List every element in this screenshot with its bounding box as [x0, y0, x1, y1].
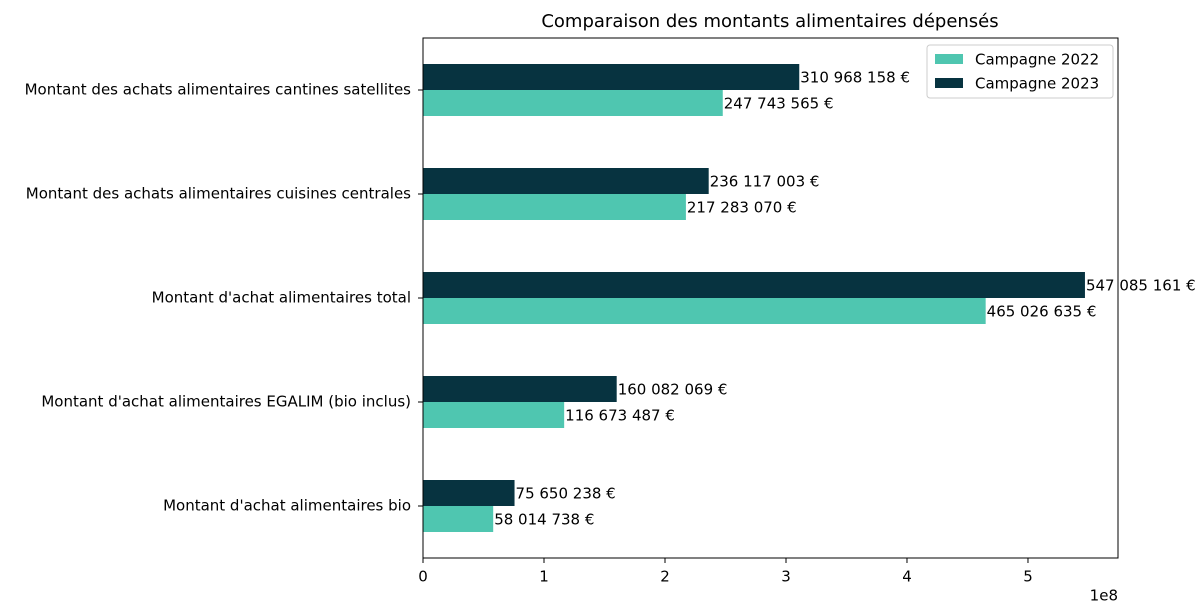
- x-tick-label: 0: [418, 568, 428, 586]
- x-tick-label: 4: [902, 568, 912, 586]
- legend-label: Campagne 2022: [975, 51, 1099, 69]
- y-tick-label: Montant d'achat alimentaires EGALIM (bio…: [41, 393, 411, 411]
- legend-box: [926, 44, 1114, 99]
- legend-label: Campagne 2023: [975, 75, 1099, 93]
- x-tick-label: 3: [781, 568, 791, 586]
- x-tick-label: 5: [1023, 568, 1033, 586]
- x-offset-label: 1e8: [1090, 587, 1118, 604]
- value-label: 236 117 003 €: [710, 173, 820, 191]
- legend-swatch: [935, 54, 963, 64]
- value-label: 160 082 069 €: [618, 381, 728, 399]
- value-label: 58 014 738 €: [494, 511, 594, 529]
- bar: [423, 376, 617, 402]
- x-tick-label: 1: [539, 568, 549, 586]
- value-label: 247 743 565 €: [724, 95, 834, 113]
- value-label: 75 650 238 €: [516, 485, 616, 503]
- legend-swatch: [935, 78, 963, 88]
- bar: [423, 298, 986, 324]
- value-label: 217 283 070 €: [687, 199, 797, 217]
- x-tick-label: 2: [660, 568, 670, 586]
- y-tick-label: Montant d'achat alimentaires bio: [163, 497, 411, 515]
- value-label: 310 968 158 €: [800, 69, 910, 87]
- bar: [423, 506, 494, 532]
- plot-frame: [422, 37, 1119, 559]
- value-label: 465 026 635 €: [987, 303, 1097, 321]
- y-tick-label: Montant d'achat alimentaires total: [152, 289, 411, 307]
- chart-title: Comparaison des montants alimentaires dé…: [541, 11, 998, 32]
- bar: [423, 64, 800, 90]
- value-label: 547 085 161 €: [1086, 277, 1196, 295]
- y-tick-label: Montant des achats alimentaires cantines…: [25, 81, 412, 99]
- value-label: 116 673 487 €: [565, 407, 675, 425]
- bar: [423, 480, 515, 506]
- bar: [423, 168, 709, 194]
- y-tick-label: Montant des achats alimentaires cuisines…: [26, 185, 411, 203]
- bar: [423, 90, 723, 116]
- bar: [423, 194, 686, 220]
- bar: [423, 272, 1085, 298]
- bar: [423, 402, 565, 428]
